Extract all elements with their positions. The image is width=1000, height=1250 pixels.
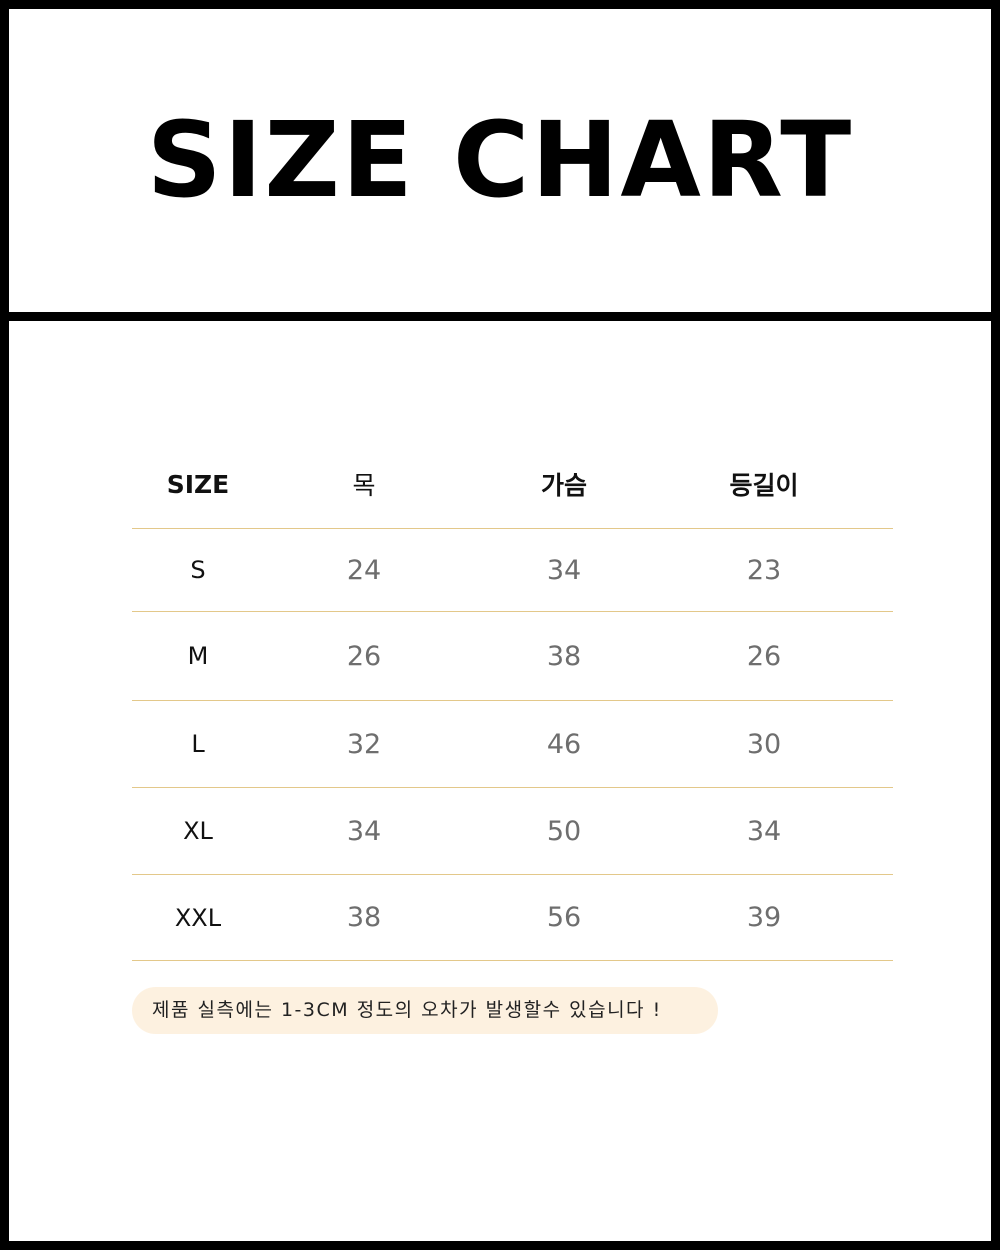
table-header-row: SIZE 목 가슴 등길이 [132,440,893,529]
measurement-note: 제품 실측에는 1-3CM 정도의 오차가 발생할수 있습니다 ! [132,987,718,1034]
table-row: M 26 38 26 [132,612,893,701]
measurement-value: 39 [746,902,782,933]
header-cell: SIZE [166,469,230,499]
measurement-value: 34 [346,815,382,847]
size-label: XL [183,817,213,845]
measurement-value: 32 [346,728,382,760]
measurement-value: 30 [746,728,782,760]
measurement-value: 38 [546,640,582,672]
measurement-value: 24 [346,554,382,586]
size-label: M [187,642,209,670]
measurement-value: 50 [546,815,582,847]
table-row: S 24 34 23 [132,529,893,612]
measurement-value: 46 [546,728,582,760]
size-label: S [190,556,206,584]
size-label: XXL [174,903,222,932]
measurement-value: 56 [546,902,582,933]
table-row: L 32 46 30 [132,701,893,788]
measurement-value: 23 [746,554,782,586]
measurement-value: 34 [746,815,782,847]
size-label: L [191,730,205,758]
size-table: SIZE 목 가슴 등길이 S 24 34 23 M 26 38 26 L 32 46 30 XL 34 5… [132,440,893,961]
measurement-value: 34 [546,554,582,586]
page-title: SIZE CHART [146,99,854,221]
header-cell: 등길이 [729,471,799,500]
measurement-value: 26 [746,640,782,672]
table-row: XL 34 50 34 [132,788,893,875]
header-divider [0,312,1000,321]
measurement-value: 26 [346,640,382,672]
measurement-value: 38 [346,902,382,933]
table-row: XXL 38 56 39 [132,875,893,961]
header-cell: 목 [352,471,376,500]
header-cell: 가슴 [540,471,587,500]
